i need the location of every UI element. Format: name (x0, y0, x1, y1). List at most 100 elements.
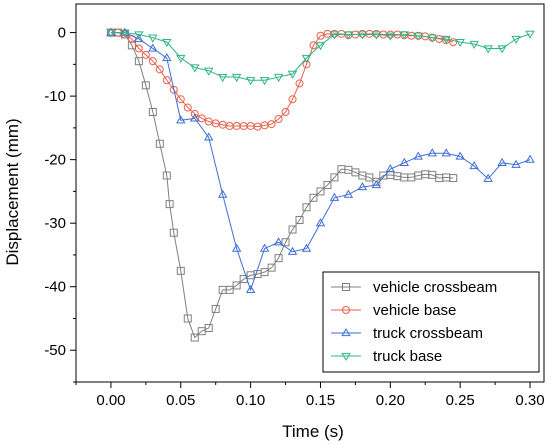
data-point-truck-base (357, 31, 368, 40)
data-point-vehicle-crossbeam (232, 281, 241, 290)
y-tick-label: -30 (44, 215, 66, 232)
data-point-truck-crossbeam (399, 157, 410, 166)
data-point-truck-base (134, 31, 144, 40)
x-tick-label: 0.25 (446, 392, 475, 409)
data-point-vehicle-base (288, 95, 297, 104)
data-point-truck-base (287, 70, 298, 79)
data-point-truck-crossbeam (315, 218, 326, 227)
data-point-truck-crossbeam (259, 243, 270, 252)
x-tick-label: 0.00 (96, 392, 125, 409)
data-point-vehicle-crossbeam (176, 266, 185, 275)
data-point-vehicle-base (176, 95, 185, 104)
data-point-vehicle-crossbeam (165, 200, 174, 209)
data-point-vehicle-crossbeam (204, 324, 213, 332)
data-point-truck-base (441, 35, 451, 44)
data-point-vehicle-base (183, 103, 192, 112)
data-point-vehicle-crossbeam (288, 225, 297, 234)
data-point-truck-base (511, 35, 521, 44)
data-point-vehicle-crossbeam (162, 171, 171, 180)
data-point-truck-base (120, 29, 130, 38)
data-point-vehicle-crossbeam (302, 203, 311, 212)
data-point-truck-base (217, 73, 228, 83)
series-line-vehicle-base (110, 32, 454, 128)
data-point-vehicle-base (141, 50, 150, 59)
data-point-vehicle-base (281, 108, 290, 116)
data-point-vehicle-crossbeam (323, 181, 332, 190)
axes: 0.00 0.05 0.10 0.15 0.20 0.25 0.30 0 -10 -20 -30 -4… (44, 3, 545, 409)
data-point-truck-base (399, 31, 410, 40)
data-point-truck-crossbeam (469, 160, 479, 170)
data-point-truck-crossbeam (134, 33, 144, 43)
data-point-truck-crossbeam (148, 43, 158, 52)
y-tick-label: -50 (44, 342, 66, 359)
legend-label-vehicle-crossbeam: vehicle crossbeam (373, 279, 497, 296)
data-point-truck-base (190, 64, 200, 73)
data-point-vehicle-crossbeam (274, 254, 283, 263)
data-point-vehicle-base (162, 76, 171, 85)
y-axis-label: Displacement (mm) (3, 118, 22, 265)
data-point-truck-crossbeam (455, 151, 465, 160)
data-point-truck-base (469, 40, 479, 50)
y-tick-label: 0 (58, 25, 66, 42)
legend-marker-vehicle-base (342, 306, 350, 314)
legend-marker-vehicle-crossbeam (342, 283, 350, 291)
data-point-truck-crossbeam (190, 113, 200, 122)
data-point-vehicle-crossbeam (190, 333, 199, 342)
data-point-truck-base (315, 42, 326, 51)
data-point-vehicle-crossbeam (155, 139, 164, 148)
data-point-vehicle-base (190, 109, 199, 118)
y-tick-label: -10 (44, 88, 66, 105)
data-point-truck-crossbeam (301, 243, 312, 252)
data-point-truck-crossbeam (343, 189, 354, 198)
data-point-truck-base (203, 67, 214, 76)
data-point-truck-crossbeam (525, 154, 535, 163)
data-point-truck-crossbeam (273, 237, 284, 246)
series-vehicle-base (106, 28, 458, 131)
data-point-vehicle-base (134, 44, 143, 53)
data-point-truck-base (455, 38, 465, 48)
y-tick-label: -20 (44, 152, 66, 169)
data-point-truck-base (497, 45, 507, 54)
axis-labels: Time (s) Displacement (mm) (3, 118, 344, 441)
legend-marker-truck-base (341, 352, 351, 362)
series-line-vehicle-crossbeam (110, 32, 454, 339)
data-point-vehicle-base (169, 85, 178, 94)
series-line-truck-crossbeam (110, 32, 531, 292)
data-point-vehicle-base (148, 57, 157, 66)
data-point-vehicle-base (295, 79, 304, 88)
data-point-truck-base (427, 34, 437, 43)
data-point-truck-crossbeam (483, 173, 493, 182)
data-point-vehicle-base (274, 114, 283, 123)
x-tick-label: 0.20 (376, 392, 405, 409)
data-point-vehicle-crossbeam (260, 268, 269, 277)
legend-label-vehicle-base: vehicle base (373, 302, 456, 319)
data-point-truck-base (148, 34, 158, 43)
data-point-truck-base (525, 30, 535, 39)
data-point-vehicle-crossbeam (141, 81, 150, 90)
data-point-truck-crossbeam (162, 52, 172, 62)
x-tick-label: 0.30 (515, 392, 544, 409)
data-point-vehicle-crossbeam (365, 173, 374, 182)
legend-box (322, 271, 540, 373)
data-point-truck-crossbeam (441, 148, 451, 157)
data-point-vehicle-crossbeam (295, 216, 304, 224)
data-point-truck-crossbeam (329, 192, 340, 201)
series-line-truck-base (110, 32, 531, 81)
y-tick-label: -40 (44, 279, 66, 296)
data-point-truck-base (176, 54, 186, 64)
data-point-vehicle-base (449, 38, 458, 47)
x-tick-label: 0.15 (306, 392, 335, 409)
data-point-truck-base (343, 31, 354, 40)
data-point-truck-crossbeam (385, 164, 396, 173)
data-point-truck-base (329, 31, 340, 40)
data-point-vehicle-crossbeam (316, 187, 325, 196)
legend-label-truck-base: truck base (373, 348, 442, 365)
plot-frame (75, 3, 545, 383)
data-point-vehicle-crossbeam (148, 108, 157, 116)
series-layer (106, 27, 535, 342)
data-point-vehicle-crossbeam (183, 314, 192, 323)
legend-label-truck-crossbeam: truck crossbeam (373, 325, 483, 342)
x-axis-label: Time (s) (282, 422, 344, 441)
data-point-vehicle-base (302, 60, 311, 69)
data-point-truck-crossbeam (120, 27, 130, 36)
